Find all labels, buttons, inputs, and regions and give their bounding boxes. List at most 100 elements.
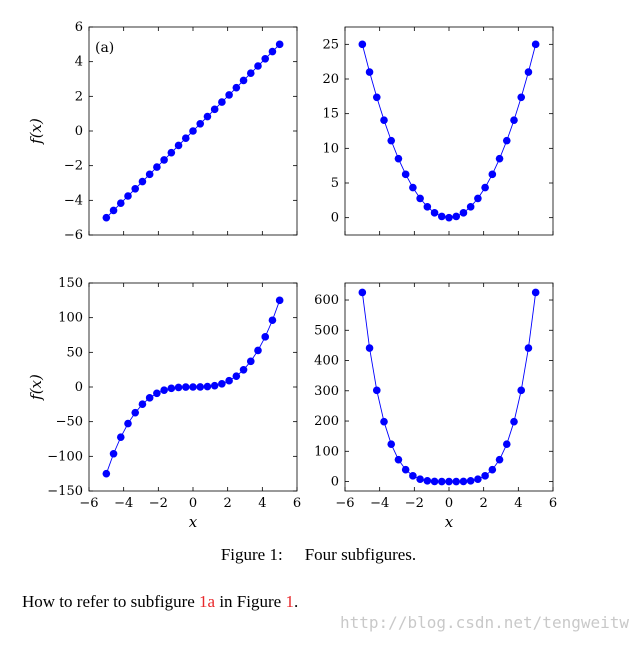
data-point [445,213,453,222]
data-point [145,394,154,402]
data-point [445,477,453,486]
data-point [254,62,262,70]
data-point [437,212,446,221]
data-point [225,91,233,99]
data-point [531,288,540,297]
plot-frame [344,26,554,236]
x-tick-label: 4 [258,496,266,511]
y-tick-label: −2 [64,159,83,174]
body-suffix: . [293,592,299,611]
data-point [358,288,367,297]
caption-label: Figure 1: [220,545,283,564]
data-point [275,296,284,305]
data-point [225,376,233,385]
y-tick-label: 0 [75,380,83,395]
data-point [380,116,388,124]
x-tick-label: 6 [549,496,557,511]
y-tick-label: 400 [314,354,339,369]
y-tick-label: −50 [56,415,83,430]
y-tick-label: 4 [75,55,83,70]
x-axis-label: x [189,513,198,531]
figure-caption: Figure 1: Four subfigures. [0,545,637,565]
x-tick-label: −6 [79,496,98,511]
data-point [430,209,439,217]
data-point [387,136,396,145]
data-point [459,477,468,486]
data-point [531,40,540,49]
x-tick-label: 0 [445,496,453,511]
data-point [430,477,439,486]
data-point [372,386,381,395]
data-point [109,206,118,215]
data-point [394,455,403,464]
x-tick-label: 2 [224,496,232,511]
y-tick-label: −6 [64,228,83,243]
data-point [502,136,511,145]
data-point [196,383,205,391]
body-prefix: How to refer to subfigure [22,592,200,611]
y-tick-label: −150 [47,484,83,499]
data-point [102,213,111,222]
data-point [416,475,424,484]
y-tick-label: 20 [322,72,339,87]
series-line [361,44,537,219]
x-tick-label: −4 [370,496,389,511]
data-point [416,194,424,203]
data-point [488,465,497,474]
y-tick-label: 150 [58,276,83,291]
y-tick-label: 0 [75,124,83,139]
data-point [365,344,374,352]
y-tick-label: 10 [322,141,339,156]
figure-reference-link[interactable]: 1 [285,592,294,611]
data-point [466,203,475,211]
data-point [109,449,118,458]
data-point [481,472,489,480]
data-point [131,408,140,417]
subplot-a-linear: −6 −4 −2 0 2 4 6 f(x) (a) [27,20,298,243]
y-tick-label: 200 [314,414,339,429]
data-point [167,148,176,157]
data-point [261,333,270,341]
data-point [160,386,168,395]
data-point [196,119,205,128]
data-point [423,203,432,211]
data-point [145,170,154,179]
data-point [437,477,446,486]
data-point [153,389,161,398]
subfigure-reference-link[interactable]: 1a [199,592,216,611]
data-point [524,68,533,76]
data-point [358,40,367,49]
data-point [474,475,482,484]
data-point [452,477,461,486]
series-line [361,292,537,482]
y-tick-label: 500 [314,323,339,338]
data-point [510,417,518,426]
data-point [239,76,248,85]
y-tick-label: 25 [322,37,339,52]
data-point [488,170,497,179]
body-middle: in Figure [215,592,286,611]
data-point [124,419,132,428]
data-point [218,379,226,388]
x-tick-label: 2 [480,496,488,511]
data-point [160,156,168,164]
data-point [387,440,396,448]
data-point [239,365,248,374]
y-tick-label: 50 [66,345,83,360]
data-point [210,105,219,114]
data-point [181,134,190,143]
x-tick-label: −6 [335,496,354,511]
x-axis-label: x [445,513,454,531]
data-point [210,381,219,390]
data-point [409,472,417,480]
x-tick-label: −2 [405,496,424,511]
y-tick-label: 300 [314,384,339,399]
data-point [102,469,111,478]
data-point [452,212,461,221]
subplot-annotation: (a) [95,40,114,56]
data-point [246,357,255,366]
y-tick-label: −100 [47,449,83,464]
y-tick-label: 100 [314,444,339,459]
data-point [394,154,403,163]
